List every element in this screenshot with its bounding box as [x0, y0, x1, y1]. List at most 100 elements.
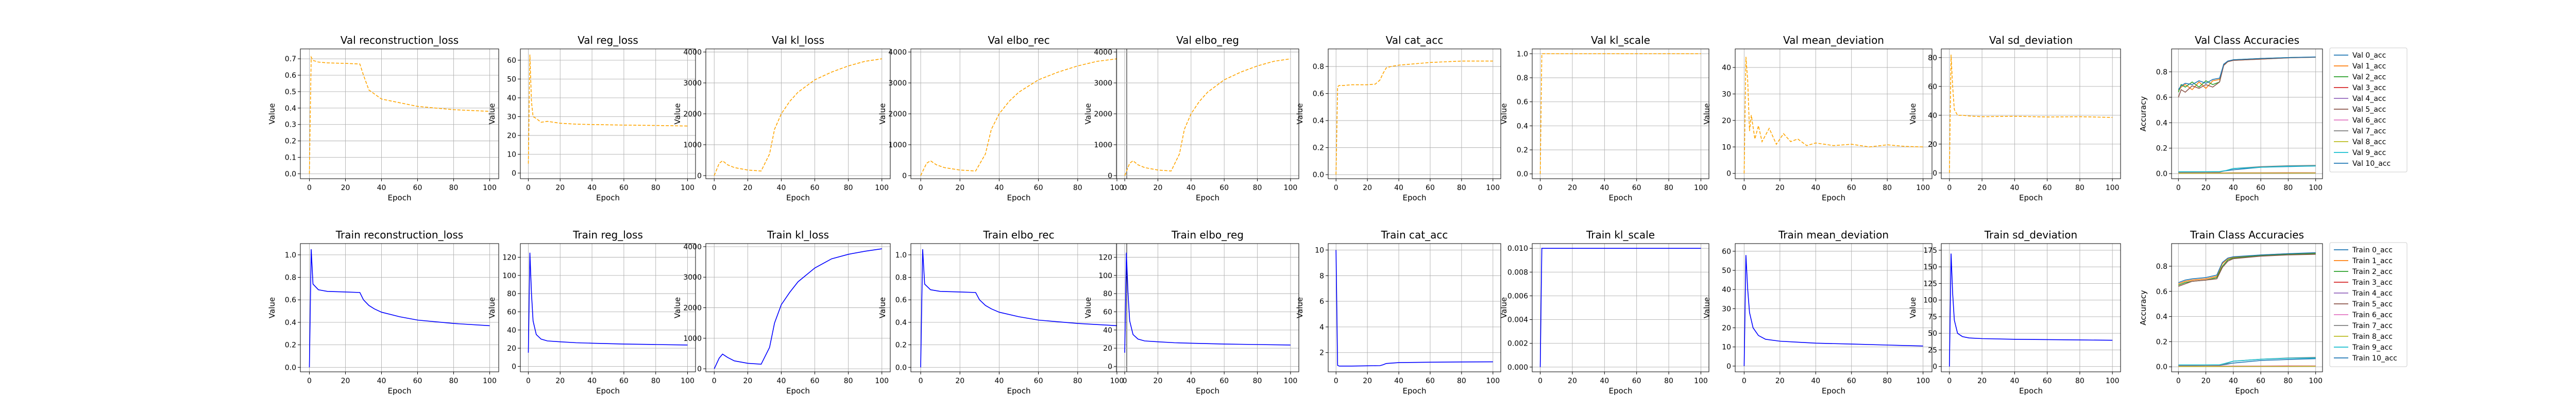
y-tick-label: 60 [1928, 83, 1937, 91]
x-tick-label: 40 [587, 184, 597, 192]
legend-frame [2329, 242, 2408, 367]
x-tick-label: 60 [413, 184, 422, 192]
y-tick-label: 0.4 [1313, 117, 1324, 125]
y-tick-label: 40 [507, 327, 516, 335]
y-tick-label: 10 [1722, 344, 1731, 352]
y-axis-label: Value [1083, 297, 1093, 318]
x-tick-label: 0 [1334, 184, 1338, 192]
legend-entry: Val 5_acc [2352, 106, 2386, 114]
subplot-train_kl_scale: 0 20 40 60 80 100 0.000 0.002 0.004 0.006 0.008 0.0… [1499, 229, 1709, 396]
legend-entry: Train 0_acc [2352, 246, 2393, 254]
x-tick-label: 80 [2075, 184, 2084, 192]
x-axis-label: Epoch [596, 193, 620, 202]
x-tick-label: 0 [1538, 184, 1543, 192]
data-line [714, 58, 882, 176]
y-tick-label: 0.1 [285, 154, 296, 162]
x-axis-label: Epoch [1196, 193, 1219, 202]
x-tick-label: 100 [483, 377, 497, 385]
subplot-title: Val Class Accuracies [2195, 34, 2299, 46]
series-line-9 [2178, 357, 2316, 366]
x-tick-label: 0 [712, 377, 717, 385]
y-tick-label: 80 [1928, 54, 1937, 62]
y-tick-label: 0.0 [285, 170, 296, 178]
y-tick-label: 0.3 [285, 121, 296, 129]
x-tick-label: 0 [307, 377, 312, 385]
x-tick-label: 40 [1811, 184, 1820, 192]
y-tick-label: 6 [1319, 298, 1324, 306]
subplot-title: Train kl_scale [1586, 229, 1655, 241]
y-tick-label: 40 [1103, 327, 1112, 335]
y-tick-label: 10 [507, 151, 516, 159]
y-tick-label: 1000 [1094, 141, 1112, 149]
x-tick-label: 20 [1568, 184, 1577, 192]
x-tick-label: 60 [2043, 184, 2052, 192]
subplot-val_cat_acc: 0 20 40 60 80 100 0.0 0.2 0.4 0.6 0.8 Val cat_acc Ep… [1295, 34, 1501, 202]
y-tick-label: 0 [512, 363, 516, 371]
y-tick-label: 0.4 [285, 319, 296, 327]
y-tick-label: 0.004 [1507, 316, 1528, 324]
y-tick-label: 2000 [888, 110, 907, 118]
subplot-title: Val elbo_reg [1176, 34, 1239, 46]
y-tick-label: 0.0 [285, 364, 296, 372]
x-tick-label: 40 [2229, 184, 2238, 192]
x-tick-label: 100 [483, 184, 497, 192]
series-line-2 [2178, 57, 2316, 93]
subplot-title: Val reconstruction_loss [341, 34, 459, 46]
y-tick-label: 0.2 [285, 341, 296, 350]
y-tick-label: 0.0 [895, 364, 907, 372]
axes-frame [2171, 48, 2323, 179]
y-tick-label: 0.6 [2156, 94, 2167, 102]
y-tick-label: 1000 [683, 335, 702, 343]
x-tick-label: 20 [1154, 377, 1163, 385]
y-tick-label: 0.6 [1313, 90, 1324, 98]
x-axis-label: Epoch [1007, 386, 1031, 396]
subplot-title: Train Class Accuracies [2190, 229, 2304, 241]
series-line-1 [2178, 57, 2316, 91]
y-tick-label: 4000 [683, 243, 702, 251]
x-tick-label: 0 [1947, 377, 1952, 385]
x-tick-label: 100 [1284, 377, 1298, 385]
x-tick-label: 0 [1742, 377, 1747, 385]
y-tick-label: 10 [1315, 246, 1324, 254]
x-tick-label: 60 [619, 184, 629, 192]
x-axis-label: Epoch [596, 386, 620, 396]
x-tick-label: 100 [681, 377, 694, 385]
y-axis-label: Value [1499, 103, 1509, 124]
y-tick-label: 0.7 [285, 55, 296, 63]
y-tick-label: 20 [1103, 345, 1112, 353]
x-tick-label: 40 [1811, 377, 1820, 385]
x-tick-label: 40 [2010, 184, 2019, 192]
x-tick-label: 0 [2176, 377, 2181, 385]
subplot-title: Train reg_loss [572, 229, 643, 241]
y-axis-label: Value [1702, 297, 1711, 318]
y-tick-label: 0 [1108, 363, 1112, 371]
x-tick-label: 100 [1486, 184, 1500, 192]
y-axis-label: Value [487, 103, 497, 124]
y-tick-label: 1.0 [895, 251, 907, 260]
subplot-title: Train kl_loss [767, 229, 829, 241]
y-tick-label: 10 [1722, 143, 1731, 151]
y-tick-label: 60 [1103, 308, 1112, 316]
subplot-val_reconstruction_loss: 0 20 40 60 80 100 0.0 0.1 0.2 0.3 0.4 0.5 0.6 0.7 Val … [267, 34, 499, 202]
axes-frame [1941, 48, 2121, 179]
axes-frame [1328, 48, 1501, 179]
y-axis-label: Value [1908, 297, 1918, 318]
y-tick-label: 2000 [683, 110, 702, 118]
y-tick-label: 30 [1722, 305, 1731, 313]
y-tick-label: 3000 [1094, 79, 1112, 88]
y-tick-label: 20 [1928, 141, 1937, 149]
data-line [309, 55, 490, 174]
y-tick-label: 0.8 [895, 274, 907, 282]
x-tick-label: 100 [1110, 377, 1124, 385]
x-tick-label: 80 [449, 377, 459, 385]
x-tick-label: 60 [1847, 184, 1856, 192]
axes-frame [910, 243, 1127, 372]
data-line [528, 54, 688, 164]
x-axis-label: Epoch [1403, 193, 1427, 202]
y-tick-label: 0 [512, 169, 516, 178]
x-tick-label: 20 [1363, 377, 1372, 385]
x-tick-label: 0 [2176, 184, 2181, 192]
data-line [920, 249, 1117, 368]
y-tick-label: 60 [507, 57, 516, 65]
y-tick-label: 0.002 [1507, 340, 1528, 348]
